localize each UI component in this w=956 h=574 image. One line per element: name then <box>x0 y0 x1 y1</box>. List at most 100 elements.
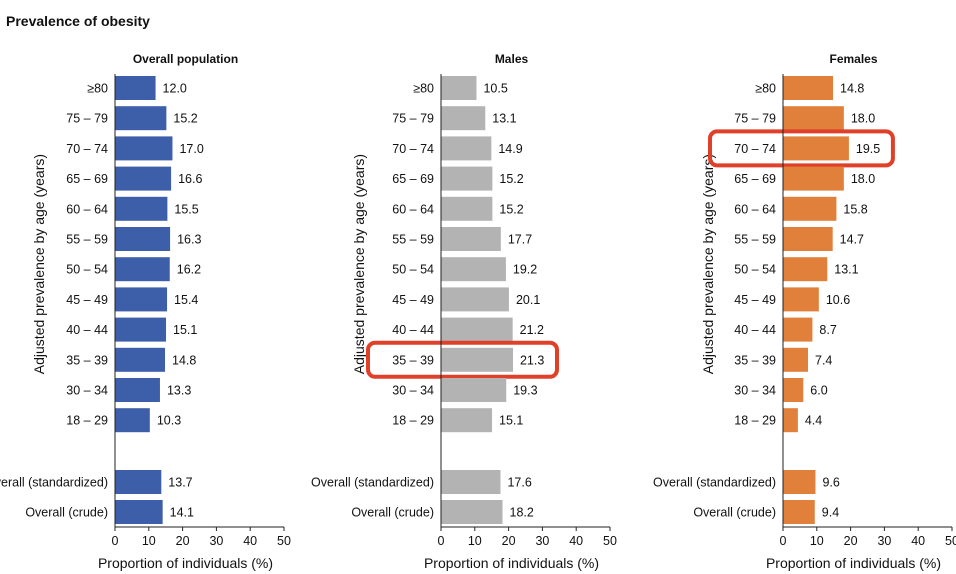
value-label: 14.7 <box>840 233 864 247</box>
bar-75-79 <box>115 106 167 131</box>
value-label: 14.8 <box>172 353 196 367</box>
value-label: 14.1 <box>170 506 194 520</box>
bar-50-54 <box>441 257 506 282</box>
value-label: 13.3 <box>167 384 191 398</box>
figure-title: Prevalence of obesity <box>6 13 150 29</box>
value-label: 15.2 <box>499 202 523 216</box>
x-tick-label: 0 <box>112 534 119 548</box>
x-tick-label: 30 <box>535 534 549 548</box>
value-label: 20.1 <box>516 293 540 307</box>
value-label: 13.1 <box>834 263 858 277</box>
bar-65-69 <box>783 166 844 191</box>
category-label: 35 – 39 <box>392 353 434 367</box>
category-label: 35 – 39 <box>66 353 108 367</box>
value-label: 16.2 <box>177 263 201 277</box>
value-label: 9.4 <box>822 506 839 520</box>
category-label: Overall (crude) <box>693 506 776 520</box>
bar-50-54 <box>783 257 828 282</box>
x-tick-label: 0 <box>438 534 445 548</box>
category-label: 75 – 79 <box>392 112 434 126</box>
value-label: 21.3 <box>520 353 544 367</box>
bar-45-49 <box>441 287 509 312</box>
category-label: 65 – 69 <box>734 172 776 186</box>
category-label: 35 – 39 <box>734 353 776 367</box>
value-label: 10.5 <box>483 82 507 96</box>
bar-30-34 <box>441 378 507 402</box>
category-label: Overall (crude) <box>351 506 434 520</box>
value-label: 14.8 <box>840 82 864 96</box>
bar-40-44 <box>783 317 813 342</box>
category-label: 30 – 34 <box>734 384 776 398</box>
bar-overall-crude <box>783 500 815 524</box>
x-tick-label: 20 <box>844 534 858 548</box>
panel-males: Males Adjusted prevalence by age (years) ≥… <box>311 52 617 571</box>
bar-ge80 <box>115 76 156 100</box>
bar-55-59 <box>115 227 171 251</box>
value-label: 4.4 <box>805 414 822 428</box>
bar-overall-standardized <box>783 470 816 494</box>
category-label: 18 – 29 <box>66 414 108 428</box>
value-label: 15.8 <box>843 202 867 216</box>
value-label: 15.1 <box>499 414 523 428</box>
bar-overall-crude <box>441 500 503 524</box>
x-tick-label: 10 <box>468 534 482 548</box>
bar-overall-crude <box>115 500 163 524</box>
bar-55-59 <box>783 227 833 251</box>
bar-30-34 <box>783 378 804 402</box>
bar-65-69 <box>115 166 172 191</box>
highlight-box <box>708 129 895 168</box>
value-label: 18.2 <box>510 506 534 520</box>
category-label: 18 – 29 <box>734 414 776 428</box>
bar-60-64 <box>783 196 837 221</box>
value-label: 9.6 <box>822 476 839 490</box>
bar-ge80 <box>783 76 834 100</box>
category-label: 60 – 64 <box>392 202 434 216</box>
y-axis-title: Adjusted prevalence by age (years) <box>31 154 47 374</box>
value-label: 12.0 <box>163 82 187 96</box>
category-label: 55 – 59 <box>392 233 434 247</box>
x-tick-label: 40 <box>911 534 925 548</box>
panel-title: Males <box>495 52 529 66</box>
category-label: 75 – 79 <box>734 112 776 126</box>
x-axis-title: Proportion of individuals (%) <box>98 555 273 571</box>
category-label: Overall (crude) <box>25 506 108 520</box>
bar-40-44 <box>441 317 513 342</box>
value-label: 10.3 <box>157 414 181 428</box>
x-tick-label: 20 <box>502 534 516 548</box>
panel-title: Overall population <box>133 52 238 66</box>
value-label: 17.7 <box>508 233 532 247</box>
value-label: 21.2 <box>520 323 544 337</box>
bar-55-59 <box>441 227 501 251</box>
bar-45-49 <box>783 287 819 312</box>
bar-35-39 <box>115 347 166 372</box>
chart-panels: Overall population Adjusted prevalence by… <box>0 52 956 571</box>
bar-70-74 <box>783 136 849 161</box>
bar-65-69 <box>441 166 493 191</box>
x-axis-title: Proportion of individuals (%) <box>766 555 941 571</box>
x-tick-label: 40 <box>569 534 583 548</box>
x-tick-label: 50 <box>603 534 617 548</box>
category-label: Overall (standardized) <box>0 476 108 490</box>
value-label: 19.2 <box>513 263 537 277</box>
category-label: 45 – 49 <box>66 293 108 307</box>
value-label: 13.7 <box>168 476 192 490</box>
bar-18-29 <box>115 408 150 433</box>
category-label: 50 – 54 <box>392 263 434 277</box>
category-label: 40 – 44 <box>734 323 776 337</box>
category-label: Overall (standardized) <box>653 476 776 490</box>
bar-50-54 <box>115 257 170 282</box>
value-label: 6.0 <box>810 384 827 398</box>
bar-70-74 <box>441 136 492 161</box>
value-label: 16.6 <box>178 172 202 186</box>
highlight-box <box>366 340 559 379</box>
category-label: 75 – 79 <box>66 112 108 126</box>
value-label: 15.1 <box>173 323 197 337</box>
bar-35-39 <box>441 347 513 372</box>
category-label: 55 – 59 <box>734 233 776 247</box>
category-label: Overall (standardized) <box>311 476 434 490</box>
category-label: 70 – 74 <box>734 142 776 156</box>
x-tick-label: 20 <box>176 534 190 548</box>
x-tick-label: 40 <box>243 534 257 548</box>
category-label: 50 – 54 <box>734 263 776 277</box>
